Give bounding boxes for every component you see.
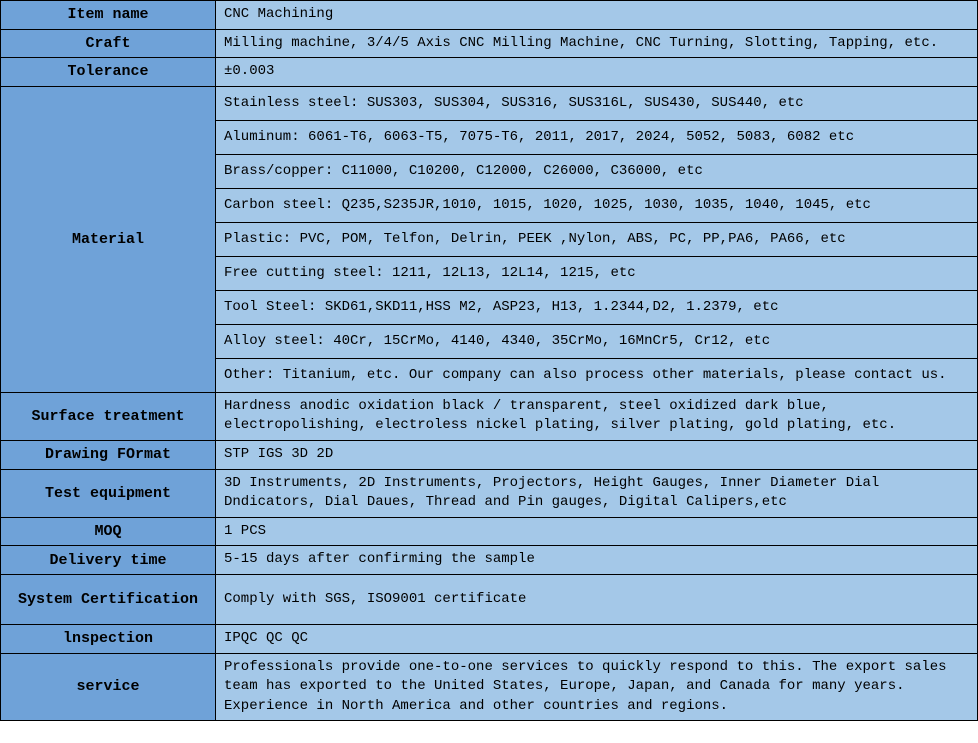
row-label: System Certification: [1, 574, 216, 624]
row-value: Milling machine, 3/4/5 Axis CNC Milling …: [216, 29, 978, 58]
row-value: 3D Instruments, 2D Instruments, Projecto…: [216, 469, 978, 517]
row-value: Professionals provide one-to-one service…: [216, 653, 978, 721]
row-label: Drawing FOrmat: [1, 440, 216, 469]
table-row: MaterialStainless steel: SUS303, SUS304,…: [1, 86, 978, 120]
table-row: Surface treatmentHardness anodic oxidati…: [1, 392, 978, 440]
row-value: Hardness anodic oxidation black / transp…: [216, 392, 978, 440]
row-value: CNC Machining: [216, 1, 978, 30]
table-row: CraftMilling machine, 3/4/5 Axis CNC Mil…: [1, 29, 978, 58]
row-value: Free cutting steel: 1211, 12L13, 12L14, …: [216, 256, 978, 290]
row-label: Test equipment: [1, 469, 216, 517]
row-value: Other: Titanium, etc. Our company can al…: [216, 358, 978, 392]
table-row: MOQ1 PCS: [1, 517, 978, 546]
row-value: Tool Steel: SKD61,SKD11,HSS M2, ASP23, H…: [216, 290, 978, 324]
table-row: lnspectionIPQC QC QC: [1, 624, 978, 653]
row-value: Aluminum: 6061-T6, 6063-T5, 7075-T6, 201…: [216, 120, 978, 154]
table-row: serviceProfessionals provide one-to-one …: [1, 653, 978, 721]
row-value: Brass/copper: C11000, C10200, C12000, C2…: [216, 154, 978, 188]
table-row: System CertificationComply with SGS, ISO…: [1, 574, 978, 624]
table-row: Delivery time5-15 days after confirming …: [1, 546, 978, 575]
row-label: Delivery time: [1, 546, 216, 575]
row-value: Stainless steel: SUS303, SUS304, SUS316,…: [216, 86, 978, 120]
row-label: Surface treatment: [1, 392, 216, 440]
row-label: Material: [1, 86, 216, 392]
row-value: STP IGS 3D 2D: [216, 440, 978, 469]
row-label: Craft: [1, 29, 216, 58]
row-label: Item name: [1, 1, 216, 30]
row-value: IPQC QC QC: [216, 624, 978, 653]
row-label: lnspection: [1, 624, 216, 653]
table-row: Tolerance±0.003: [1, 58, 978, 87]
row-value: Carbon steel: Q235,S235JR,1010, 1015, 10…: [216, 188, 978, 222]
row-value: Plastic: PVC, POM, Telfon, Delrin, PEEK …: [216, 222, 978, 256]
row-value: Alloy steel: 40Cr, 15CrMo, 4140, 4340, 3…: [216, 324, 978, 358]
row-value: 1 PCS: [216, 517, 978, 546]
spec-table: Item nameCNC MachiningCraftMilling machi…: [0, 0, 978, 721]
table-row: Test equipment3D Instruments, 2D Instrum…: [1, 469, 978, 517]
table-row: Item nameCNC Machining: [1, 1, 978, 30]
row-value: ±0.003: [216, 58, 978, 87]
row-value: Comply with SGS, ISO9001 certificate: [216, 574, 978, 624]
table-row: Drawing FOrmatSTP IGS 3D 2D: [1, 440, 978, 469]
row-label: MOQ: [1, 517, 216, 546]
row-label: Tolerance: [1, 58, 216, 87]
row-label: service: [1, 653, 216, 721]
row-value: 5-15 days after confirming the sample: [216, 546, 978, 575]
